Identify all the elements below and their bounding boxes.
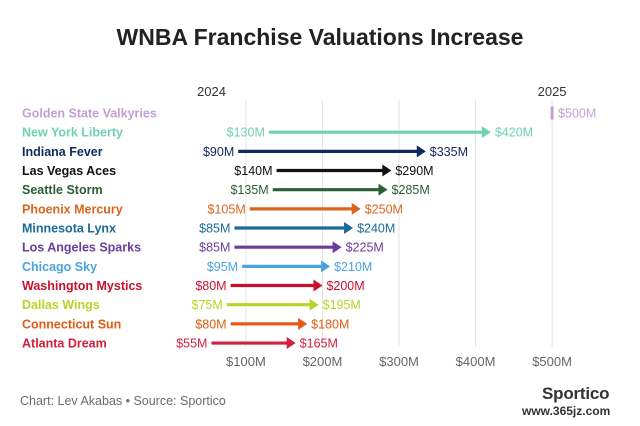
value-marker <box>550 106 554 120</box>
end-value-label: $225M <box>346 241 384 255</box>
team-label: Phoenix Mercury <box>22 202 123 216</box>
x-tick-label: $500M <box>532 354 572 369</box>
start-value-label: $90M <box>203 145 234 159</box>
arrow-head <box>313 279 323 292</box>
end-value-label: $180M <box>311 317 349 331</box>
end-value-label: $285M <box>392 183 430 197</box>
x-tick-label: $400M <box>456 354 496 369</box>
start-value-label: $130M <box>227 126 265 140</box>
start-value-label: $95M <box>207 260 238 274</box>
sportico-logo: Sportico <box>542 384 610 403</box>
start-value-label: $140M <box>234 164 272 178</box>
team-label: Seattle Storm <box>22 183 103 197</box>
watermark: www.365jz.com <box>522 404 611 418</box>
arrow-head <box>481 126 491 139</box>
team-label: Minnesota Lynx <box>22 222 116 236</box>
start-value-label: $80M <box>195 279 226 293</box>
start-value-label: $105M <box>208 202 246 216</box>
arrow-head <box>382 164 392 177</box>
arrow-head <box>298 317 308 330</box>
chart-title: WNBA Franchise Valuations Increase <box>116 24 524 50</box>
arrow-head <box>344 222 354 235</box>
team-label: Los Angeles Sparks <box>22 241 141 255</box>
team-label: Dallas Wings <box>22 298 100 312</box>
x-tick-label: $300M <box>379 354 419 369</box>
arrow-head <box>286 337 296 350</box>
end-value-label: $195M <box>323 298 361 312</box>
end-value-label: $420M <box>495 126 533 140</box>
arrow-head <box>309 298 319 311</box>
end-value-label: $200M <box>326 279 364 293</box>
team-label: Chicago Sky <box>22 260 97 274</box>
arrow-head <box>416 145 426 158</box>
arrow-head <box>321 260 331 273</box>
start-value-label: $75M <box>192 298 223 312</box>
end-value-label: $500M <box>558 107 596 121</box>
team-label: Connecticut Sun <box>22 317 121 331</box>
start-value-label: $85M <box>199 241 230 255</box>
end-value-label: $335M <box>430 145 468 159</box>
team-label: Washington Mystics <box>22 279 142 293</box>
arrow-head <box>378 183 388 196</box>
arrow-head <box>332 241 342 254</box>
year-label: 2024 <box>197 84 226 99</box>
chart-credit: Chart: Lev Akabas • Source: Sportico <box>20 394 226 408</box>
x-tick-label: $200M <box>303 354 343 369</box>
start-value-label: $135M <box>230 183 268 197</box>
start-value-label: $55M <box>176 337 207 351</box>
start-value-label: $85M <box>199 222 230 236</box>
end-value-label: $240M <box>357 222 395 236</box>
team-label: Las Vegas Aces <box>22 164 116 178</box>
end-value-label: $165M <box>300 337 338 351</box>
team-label: Golden State Valkyries <box>22 107 157 121</box>
year-label: 2025 <box>538 84 567 99</box>
end-value-label: $290M <box>395 164 433 178</box>
end-value-label: $250M <box>365 202 403 216</box>
x-tick-label: $100M <box>226 354 266 369</box>
end-value-label: $210M <box>334 260 372 274</box>
team-label: New York Liberty <box>22 126 123 140</box>
arrow-head <box>351 202 361 215</box>
start-value-label: $80M <box>195 317 226 331</box>
team-label: Atlanta Dream <box>22 337 107 351</box>
team-label: Indiana Fever <box>22 145 103 159</box>
